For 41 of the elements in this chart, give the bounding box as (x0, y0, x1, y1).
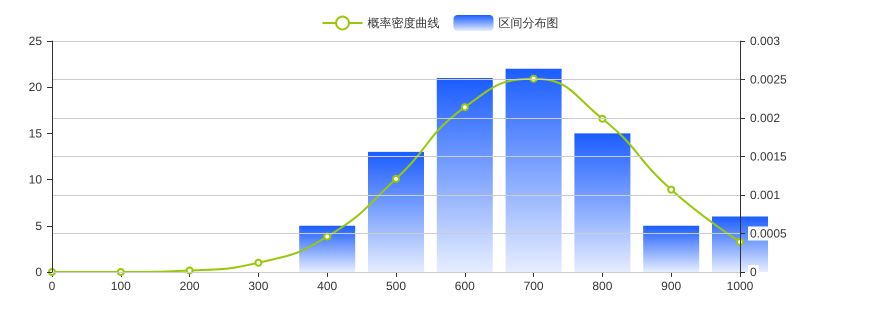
legend-label: 区间分布图 (498, 16, 558, 30)
x-tick-label: 100 (110, 279, 132, 293)
bar (436, 78, 493, 272)
y-tick-label: 0 (35, 265, 42, 279)
x-tick-label: 600 (454, 279, 476, 293)
point (460, 103, 469, 112)
x-tick-label: 200 (180, 279, 200, 293)
point (598, 114, 606, 123)
y2-tick-label: 0.0005 (750, 226, 788, 240)
y2-tick-label: 0.0025 (750, 72, 788, 86)
y2-tick-label: 0.003 (750, 34, 780, 48)
bar (574, 133, 630, 272)
x-tick-label: 500 (386, 279, 406, 293)
point (736, 238, 744, 246)
x-tick-label: 300 (248, 279, 269, 293)
y2-tick-label: 0.0015 (750, 150, 788, 164)
y2-tick-label: 0 (750, 265, 757, 279)
point (254, 258, 262, 267)
y-tick-label: 10 (28, 172, 42, 187)
x-tick-label: 0 (48, 279, 56, 293)
x-tick-label: 800 (592, 279, 613, 293)
y2-tick-label: 0.002 (750, 111, 780, 125)
y-tick-label: 20 (28, 80, 42, 94)
x-tick-label: 1000 (726, 279, 754, 293)
x-tick-label: 700 (524, 279, 544, 293)
point (667, 186, 676, 194)
point (392, 174, 400, 183)
bar (506, 68, 562, 272)
point (323, 232, 332, 241)
bar (299, 226, 356, 272)
x-tick-label: 900 (661, 279, 682, 293)
y-tick-label: 15 (28, 126, 42, 140)
y2-tick-label: 0.001 (750, 188, 780, 202)
legend-label: 概率密度曲线 (368, 16, 440, 30)
point (186, 266, 194, 274)
y-tick-label: 25 (28, 34, 42, 48)
bar (368, 152, 424, 272)
point (530, 74, 538, 83)
y-tick-label: 5 (35, 218, 42, 233)
x-tick-label: 400 (317, 279, 338, 293)
bar (643, 226, 700, 272)
